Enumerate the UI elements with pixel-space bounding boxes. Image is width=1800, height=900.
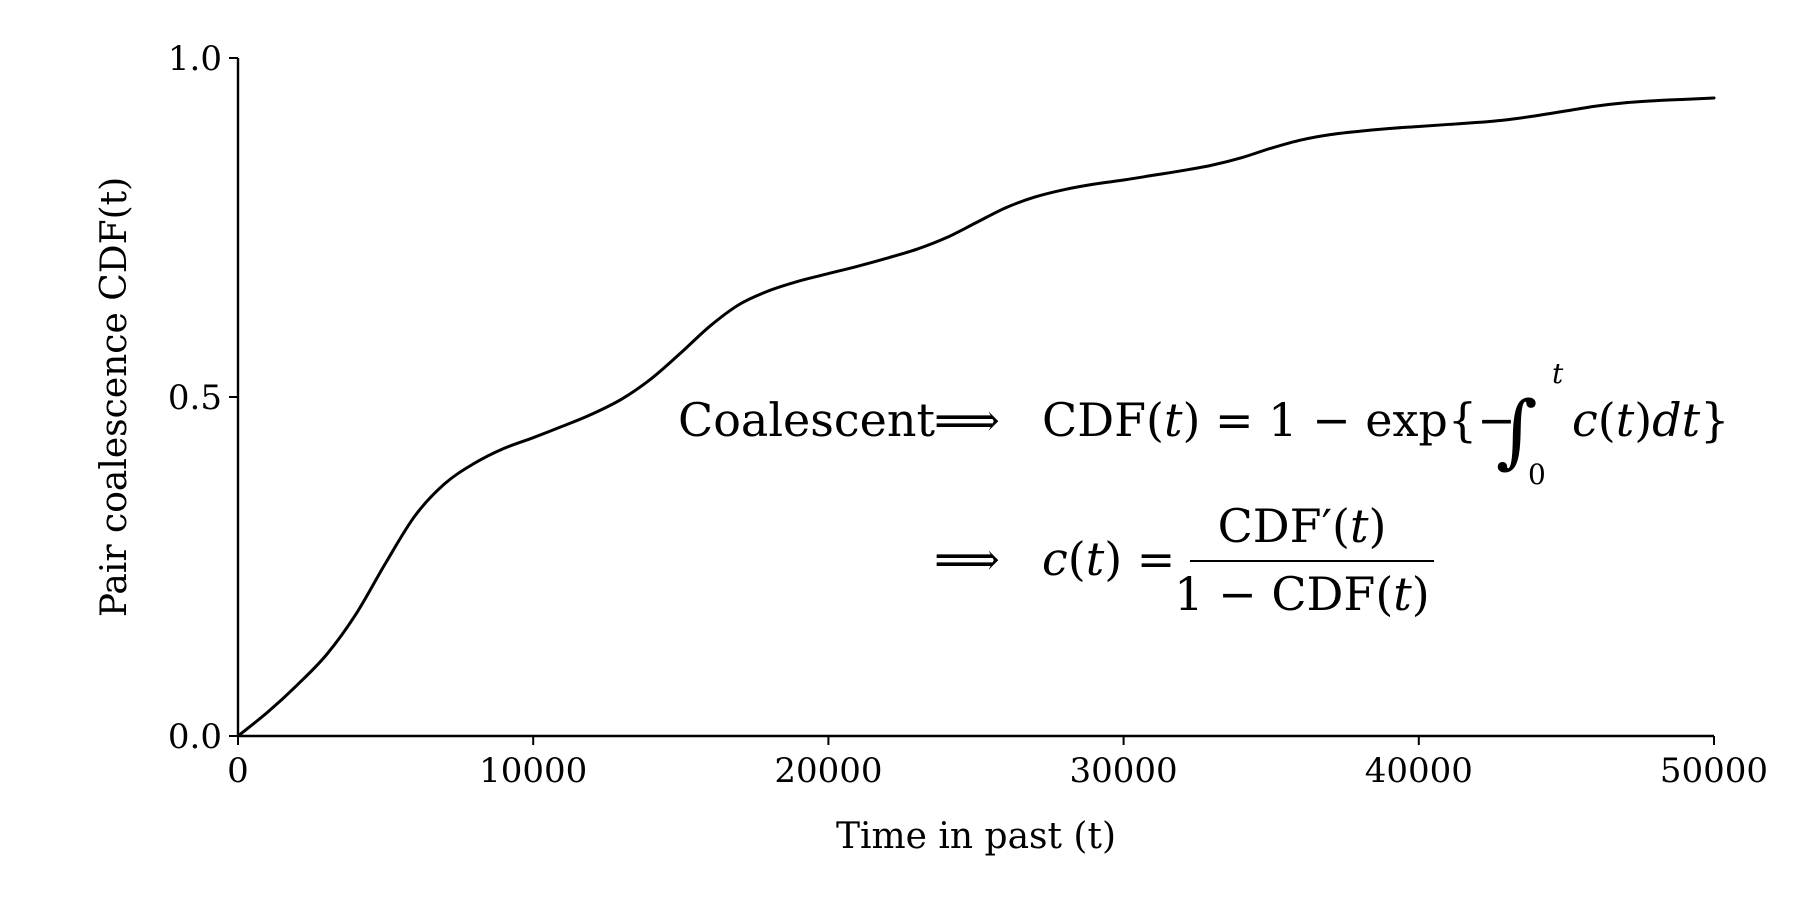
formula-coalescent: Coalescent	[678, 393, 935, 447]
y-tick-label: 1.0	[168, 39, 222, 79]
x-tick-label: 30000	[1070, 751, 1178, 791]
x-tick-label: 0	[227, 751, 249, 791]
formula-denominator: 1 − CDF(t)	[1174, 567, 1429, 621]
y-tick-label: 0.5	[168, 378, 222, 418]
formula-implies-2: ⟹	[934, 532, 1000, 586]
y-tick-label: 0.0	[168, 717, 222, 757]
formula-annotation: Coalescent ⟹ CDF(t) = 1 − exp{− ∫ t 0 c(…	[678, 357, 1729, 621]
formula-integral-upper: t	[1552, 357, 1564, 390]
formula-integral-lower: 0	[1528, 458, 1546, 491]
x-axis-ticks: 0 10000 20000 30000 40000 50000	[227, 736, 1768, 791]
y-axis-ticks: 0.0 0.5 1.0	[168, 39, 238, 757]
formula-line2-lhs: c(t) =	[1042, 532, 1175, 586]
x-tick-label: 40000	[1365, 751, 1473, 791]
formula-integrand: c(t)dt}	[1572, 393, 1729, 447]
x-tick-label: 50000	[1660, 751, 1768, 791]
x-tick-label: 20000	[774, 751, 882, 791]
formula-numerator: CDF′(t)	[1218, 499, 1387, 553]
series-line	[236, 96, 1716, 738]
formula-line1: CDF(t) = 1 − exp{−	[1042, 393, 1516, 447]
formula-integral-sign: ∫	[1496, 384, 1538, 477]
y-axis-label: Pair coalescence CDF(t)	[94, 177, 135, 617]
x-tick-label: 10000	[479, 751, 587, 791]
formula-implies-1: ⟹	[934, 393, 1000, 447]
x-axis-label: Time in past (t)	[836, 816, 1116, 857]
